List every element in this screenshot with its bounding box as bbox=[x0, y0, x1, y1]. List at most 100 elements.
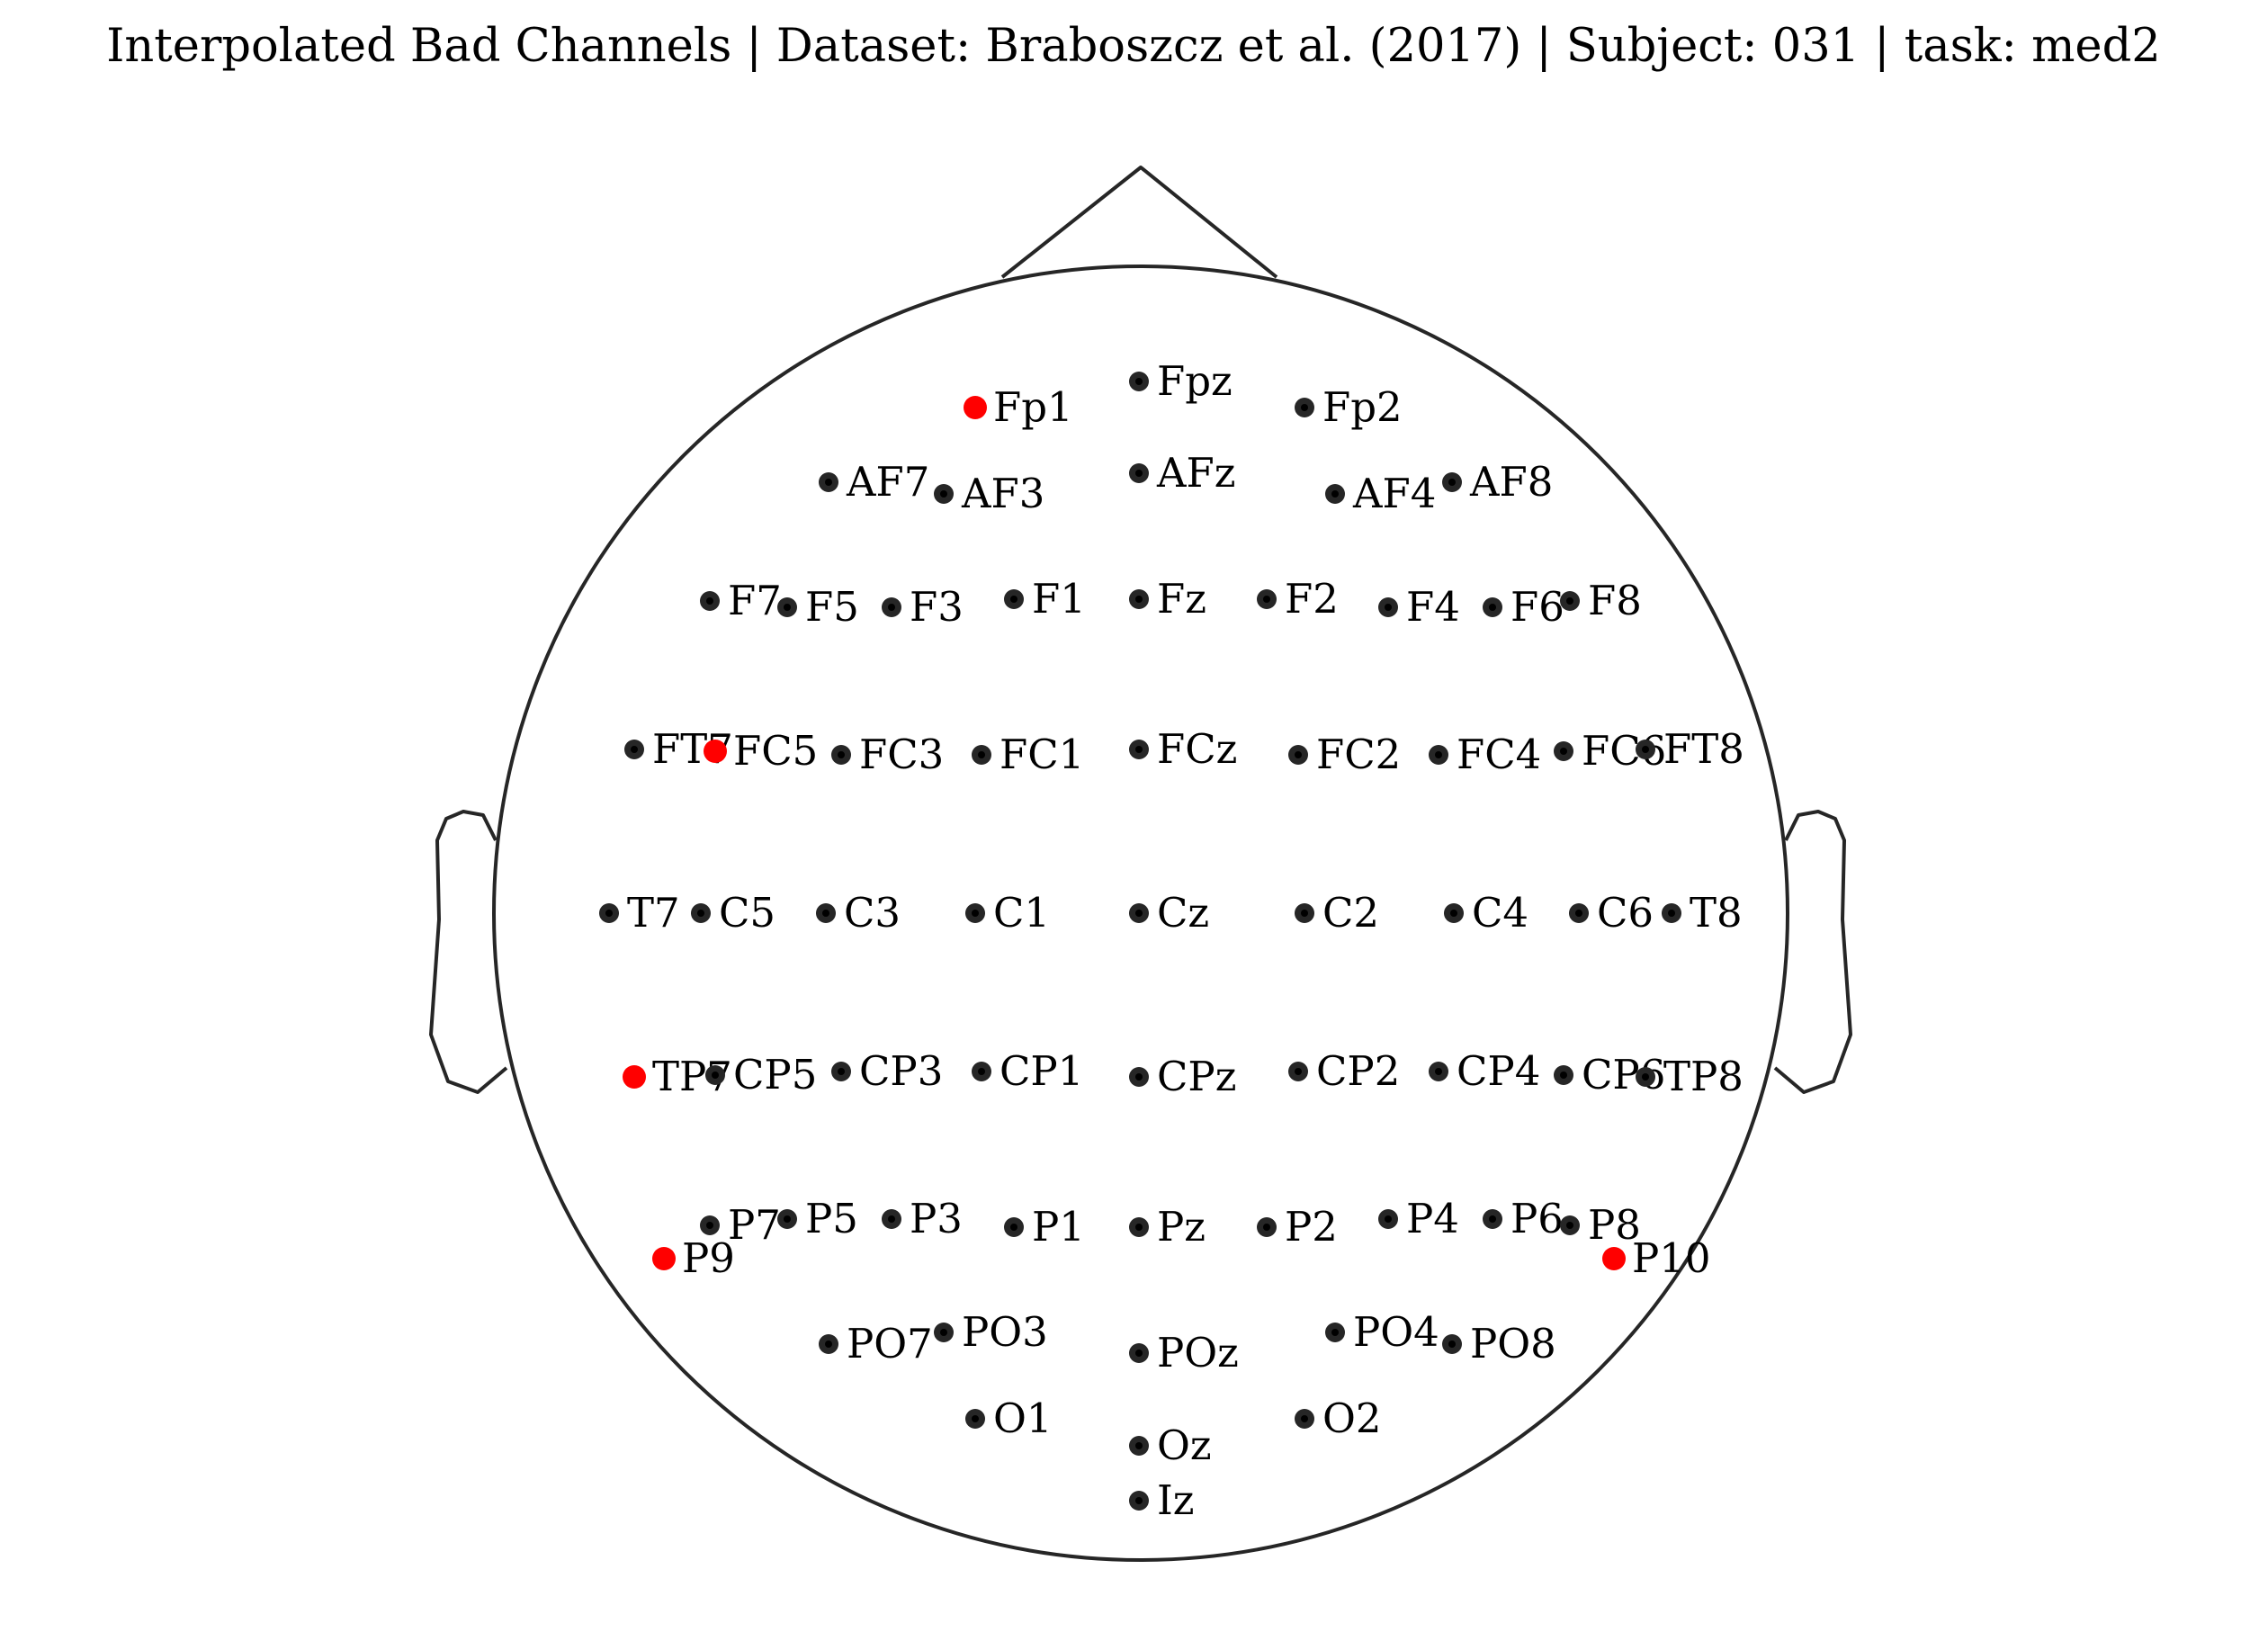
channel-p6: P6 bbox=[1483, 1195, 1564, 1242]
channel-marker-center bbox=[1385, 604, 1392, 611]
channel-marker-center bbox=[605, 910, 613, 917]
channel-label: Cz bbox=[1157, 889, 1209, 937]
channel-label: P8 bbox=[1588, 1201, 1641, 1249]
channel-fp1: Fp1 bbox=[964, 383, 1073, 431]
channel-label: P10 bbox=[1632, 1234, 1711, 1282]
channel-label: O2 bbox=[1322, 1394, 1382, 1442]
channel-p3: P3 bbox=[882, 1195, 963, 1242]
channel-marker-center bbox=[1135, 1350, 1143, 1357]
left-ear bbox=[429, 810, 508, 1094]
channel-marker-center bbox=[1489, 1215, 1496, 1223]
channel-f7: F7 bbox=[700, 577, 782, 624]
channel-cp5: CP5 bbox=[705, 1051, 817, 1099]
channel-marker-center bbox=[838, 751, 845, 758]
channel-label: AF3 bbox=[961, 470, 1044, 517]
channel-fc3: FC3 bbox=[831, 731, 944, 778]
channel-marker-center bbox=[888, 1215, 895, 1223]
channel-label: TP8 bbox=[1663, 1053, 1744, 1100]
channel-marker-center bbox=[1295, 751, 1302, 758]
channel-label: PO3 bbox=[962, 1308, 1048, 1356]
channel-label: Fz bbox=[1157, 575, 1206, 623]
channel-fp2: Fp2 bbox=[1295, 383, 1403, 431]
channel-po4: PO4 bbox=[1325, 1308, 1439, 1356]
channel-po8: PO8 bbox=[1442, 1320, 1556, 1368]
channel-marker-center bbox=[978, 751, 985, 758]
channel-label: AF8 bbox=[1469, 458, 1553, 506]
channel-marker-center bbox=[838, 1068, 845, 1075]
channel-c2: C2 bbox=[1295, 889, 1379, 937]
channel-marker-center bbox=[825, 1341, 832, 1348]
channel-label: F2 bbox=[1285, 575, 1339, 623]
channel-p5: P5 bbox=[777, 1195, 858, 1242]
channel-label: CP5 bbox=[733, 1051, 817, 1099]
channel-label: Iz bbox=[1157, 1476, 1194, 1524]
channel-marker-center bbox=[1642, 1073, 1649, 1081]
bad-channel-marker bbox=[704, 740, 727, 763]
channel-marker-center bbox=[1135, 746, 1143, 753]
channel-oz: Oz bbox=[1129, 1421, 1212, 1469]
channel-marker-center bbox=[1135, 1497, 1143, 1504]
channel-label: Pz bbox=[1157, 1203, 1206, 1251]
bad-channel-marker bbox=[623, 1065, 646, 1089]
channel-marker-center bbox=[1560, 748, 1567, 755]
channel-label: P1 bbox=[1032, 1203, 1085, 1251]
channel-marker-center bbox=[784, 604, 791, 611]
channel-marker-center bbox=[1135, 470, 1143, 477]
channel-t7: T7 bbox=[599, 889, 680, 937]
channel-af8: AF8 bbox=[1442, 458, 1553, 506]
channel-marker-center bbox=[1295, 1068, 1302, 1075]
channel-cp1: CP1 bbox=[972, 1047, 1083, 1095]
channel-marker-center bbox=[1668, 910, 1675, 917]
channel-p1: P1 bbox=[1004, 1203, 1085, 1251]
channel-marker-center bbox=[1560, 1072, 1567, 1079]
channel-ft8: FT8 bbox=[1636, 725, 1744, 773]
channel-marker-center bbox=[631, 746, 638, 753]
channel-label: C3 bbox=[844, 889, 901, 937]
channel-label: C2 bbox=[1322, 889, 1379, 937]
channel-t8: T8 bbox=[1662, 889, 1743, 937]
channel-marker-center bbox=[972, 1415, 979, 1422]
channel-label: O1 bbox=[993, 1394, 1053, 1442]
channel-label: C5 bbox=[719, 889, 775, 937]
channel-fcz: FCz bbox=[1129, 725, 1237, 773]
channel-label: Oz bbox=[1157, 1421, 1212, 1469]
channel-marker-center bbox=[1135, 1073, 1143, 1081]
figure-title: Interpolated Bad Channels | Dataset: Bra… bbox=[106, 20, 2160, 73]
channel-po3: PO3 bbox=[934, 1308, 1048, 1356]
bad-channel-marker bbox=[1602, 1247, 1626, 1270]
channel-cp4: CP4 bbox=[1429, 1047, 1540, 1095]
channel-marker-center bbox=[1435, 751, 1442, 758]
channel-af3: AF3 bbox=[934, 470, 1044, 517]
channel-label: F4 bbox=[1406, 583, 1460, 631]
channel-f4: F4 bbox=[1378, 583, 1460, 631]
channel-label: FT8 bbox=[1663, 725, 1744, 773]
channel-marker-center bbox=[888, 604, 895, 611]
bad-channel-marker bbox=[652, 1247, 676, 1270]
channel-marker-center bbox=[1301, 1415, 1308, 1422]
channel-f1: F1 bbox=[1004, 575, 1086, 623]
channel-pz: Pz bbox=[1129, 1203, 1206, 1251]
channel-po7: PO7 bbox=[819, 1320, 933, 1368]
channel-fpz: Fpz bbox=[1129, 357, 1233, 405]
channel-c5: C5 bbox=[691, 889, 775, 937]
channel-marker-center bbox=[940, 490, 947, 498]
head-outline bbox=[429, 166, 1852, 1562]
channel-c3: C3 bbox=[816, 889, 901, 937]
channel-marker-center bbox=[1010, 1224, 1017, 1231]
channel-cz: Cz bbox=[1129, 889, 1209, 937]
channel-label: F8 bbox=[1588, 577, 1642, 624]
channel-af4: AF4 bbox=[1325, 470, 1436, 517]
channel-marker-center bbox=[1301, 910, 1308, 917]
channel-p8: P8 bbox=[1560, 1201, 1641, 1249]
channel-label: F7 bbox=[728, 577, 782, 624]
channel-f2: F2 bbox=[1257, 575, 1339, 623]
channel-marker-center bbox=[1263, 596, 1270, 603]
channel-label: C6 bbox=[1597, 889, 1654, 937]
channel-label: P6 bbox=[1511, 1195, 1564, 1242]
nose bbox=[1000, 166, 1278, 279]
channel-label: Fp1 bbox=[993, 383, 1073, 431]
channel-c6: C6 bbox=[1569, 889, 1654, 937]
channel-label: P5 bbox=[805, 1195, 858, 1242]
channel-p9: P9 bbox=[652, 1234, 735, 1282]
